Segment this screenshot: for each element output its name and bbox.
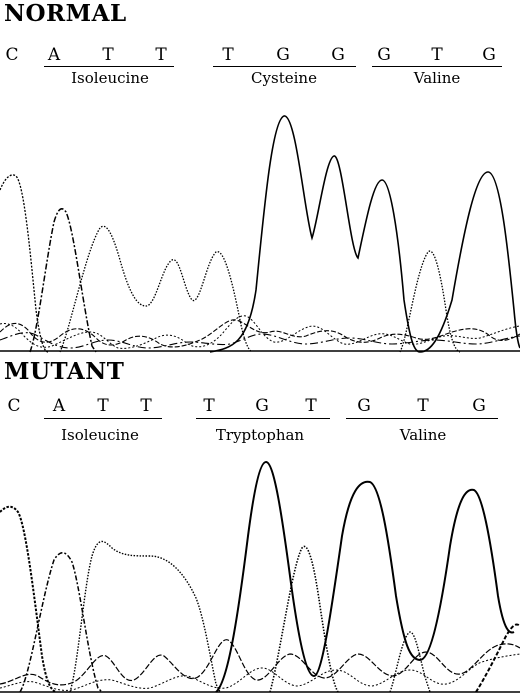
base-label: G bbox=[482, 45, 496, 65]
base-label: G bbox=[331, 45, 345, 65]
codon-bracket bbox=[213, 66, 356, 67]
codon-bracket bbox=[44, 418, 162, 419]
codon-name: Cysteine bbox=[251, 69, 317, 87]
base-label: A bbox=[47, 45, 61, 65]
base-label: G bbox=[357, 396, 371, 416]
base-label: G bbox=[276, 45, 290, 65]
base-label: T bbox=[155, 45, 167, 65]
chromatogram-trace bbox=[0, 115, 520, 353]
codon-name: Isoleucine bbox=[61, 426, 139, 444]
codon-bracket bbox=[196, 418, 330, 419]
base-label: T bbox=[417, 396, 429, 416]
base-label: C bbox=[7, 396, 21, 416]
mutant-panel: MUTANT C A T T T G T G T G Isoleucine Tr… bbox=[0, 356, 520, 696]
codon-bracket bbox=[44, 66, 174, 67]
codon-bracket bbox=[372, 66, 502, 67]
chromatogram-trace bbox=[0, 460, 520, 693]
base-label: A bbox=[52, 396, 66, 416]
codon-name: Isoleucine bbox=[71, 69, 149, 87]
codon-name: Valine bbox=[399, 426, 447, 444]
normal-panel: NORMAL C A T T T G G G T G Isoleucine Cy… bbox=[0, 0, 520, 353]
panel-title: MUTANT bbox=[4, 358, 125, 385]
base-label: G bbox=[377, 45, 391, 65]
codon-name: Tryptophan bbox=[215, 426, 305, 444]
base-label: T bbox=[431, 45, 443, 65]
base-label: G bbox=[255, 396, 269, 416]
base-label: T bbox=[222, 45, 234, 65]
codon-bracket bbox=[346, 418, 498, 419]
base-label: T bbox=[140, 396, 152, 416]
base-label: T bbox=[97, 396, 109, 416]
base-label: G bbox=[472, 396, 486, 416]
base-label: C bbox=[5, 45, 19, 65]
base-label: T bbox=[203, 396, 215, 416]
panel-title: NORMAL bbox=[4, 0, 127, 27]
base-label: T bbox=[102, 45, 114, 65]
codon-name: Valine bbox=[413, 69, 461, 87]
base-label: T bbox=[305, 396, 317, 416]
